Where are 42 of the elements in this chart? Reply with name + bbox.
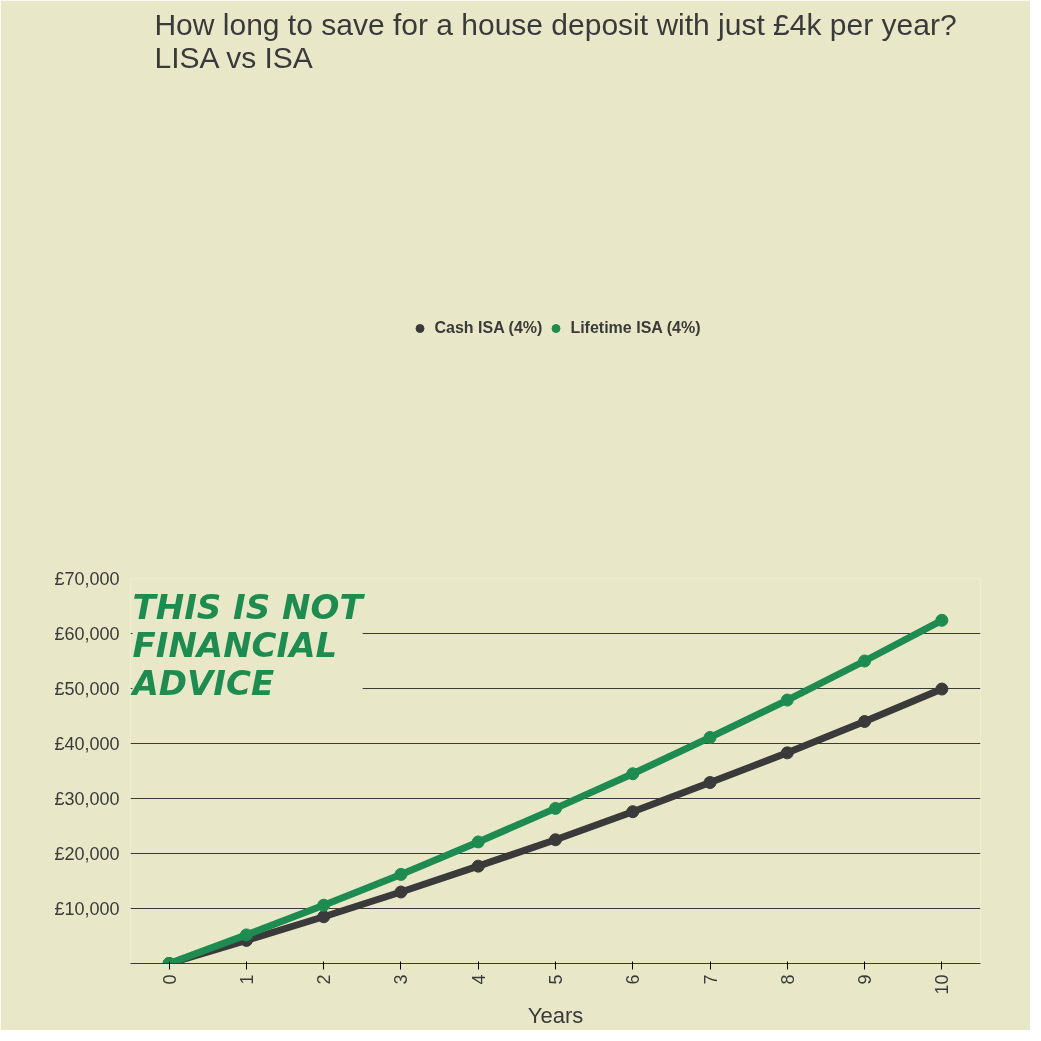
- x-tick-label: 7: [700, 974, 721, 985]
- point: [703, 730, 717, 744]
- point: [549, 833, 562, 847]
- y-tick-label: £60,000: [54, 623, 120, 644]
- point: [626, 767, 640, 781]
- x-tick-label: 3: [391, 974, 412, 985]
- chart-title: How long to save for a house deposit with just £4k per year? LISA vs ISA: [154, 7, 957, 74]
- legend-label: Cash ISA (4%): [434, 319, 543, 337]
- y-tick-label: £70,000: [54, 568, 120, 589]
- point: [858, 654, 872, 668]
- point: [858, 715, 872, 728]
- x-tick-label: 0: [159, 974, 180, 985]
- y-tick-label: £10,000: [54, 898, 120, 919]
- y-tick-label: £50,000: [54, 678, 120, 699]
- x-tick-label: 1: [236, 974, 257, 985]
- point: [239, 928, 253, 942]
- point: [317, 898, 331, 912]
- y-tick-label: £20,000: [54, 843, 120, 864]
- point: [935, 613, 949, 627]
- x-tick-label: 2: [314, 974, 335, 985]
- point: [471, 835, 485, 849]
- x-tick-label: 4: [468, 974, 489, 985]
- point: [317, 910, 331, 924]
- point: [394, 885, 408, 899]
- annotation: THIS IS NOT FINANCIAL ADVICE: [129, 586, 366, 703]
- x-tick-label: 8: [777, 974, 798, 985]
- point: [780, 693, 794, 707]
- point: [935, 682, 949, 696]
- legend-label: Lifetime ISA (4%): [570, 319, 701, 337]
- point: [703, 776, 717, 790]
- y-tick-label: £30,000: [54, 788, 120, 809]
- point: [471, 859, 485, 873]
- x-tick-label: 9: [855, 974, 876, 985]
- x-tick-label: 5: [546, 974, 566, 985]
- point: [549, 801, 562, 815]
- point: [780, 746, 794, 760]
- point: [626, 805, 640, 819]
- x-tick-label: 10: [932, 974, 953, 995]
- x-tick-label: 6: [623, 974, 644, 985]
- y-tick-label: £40,000: [54, 733, 120, 754]
- point: [394, 867, 408, 881]
- x-axis-title: Years: [527, 1002, 584, 1028]
